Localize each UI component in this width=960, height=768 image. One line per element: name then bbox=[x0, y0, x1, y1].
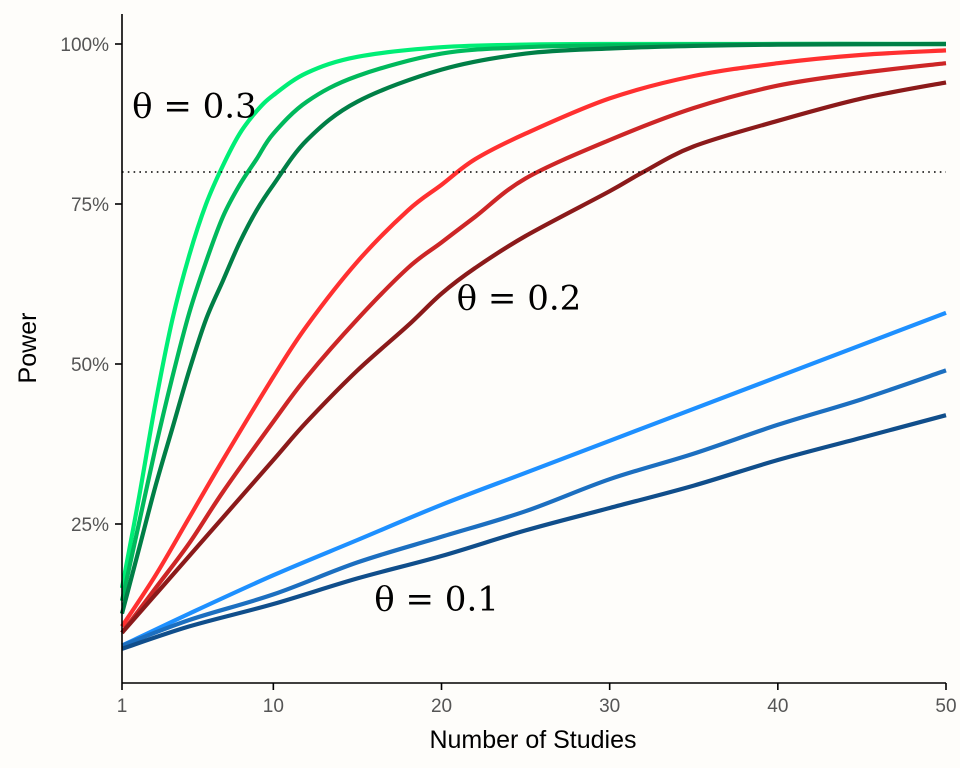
annotation-3: θ = 0.1 bbox=[374, 579, 499, 619]
y-tick-label-4: 100% bbox=[60, 35, 109, 56]
series-line-6 bbox=[120, 80, 947, 635]
series-line-4 bbox=[120, 48, 947, 628]
y-tick-label-3: 75% bbox=[71, 195, 109, 216]
series-line-8 bbox=[121, 368, 947, 648]
series-line-9 bbox=[121, 413, 947, 651]
annotation-1: θ = 0.3 bbox=[132, 87, 257, 127]
series-line-5 bbox=[120, 61, 947, 635]
annotation-2: θ = 0.2 bbox=[457, 279, 582, 319]
annotations: θ = 0.3 θ = 0.2 θ = 0.1 bbox=[132, 87, 581, 620]
series-line-2 bbox=[119, 41, 947, 602]
x-tick-label-10: 10 bbox=[263, 696, 284, 717]
y-axis-title: Power bbox=[14, 313, 42, 384]
y-tick-label-1: 25% bbox=[71, 515, 109, 536]
y-tick-label-2: 50% bbox=[71, 355, 109, 376]
series-line-7 bbox=[121, 310, 947, 648]
ticks: 1 10 20 30 40 50 25% 50% 75% 100% bbox=[60, 35, 956, 717]
x-tick-label-20: 20 bbox=[431, 696, 452, 717]
series-lines bbox=[119, 41, 947, 651]
x-tick-label-1: 1 bbox=[117, 696, 128, 717]
x-tick-label-30: 30 bbox=[599, 696, 620, 717]
axes bbox=[121, 14, 946, 684]
x-tick-label-50: 50 bbox=[935, 696, 956, 717]
x-axis-title: Number of Studies bbox=[429, 726, 636, 754]
series-line-3 bbox=[119, 41, 947, 615]
x-tick-label-40: 40 bbox=[767, 696, 788, 717]
